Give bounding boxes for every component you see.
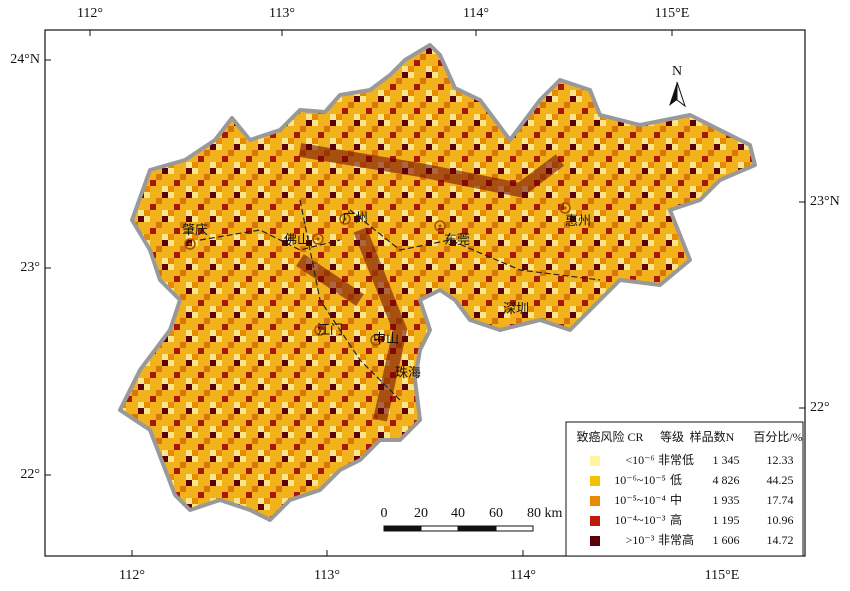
scale-label: 60: [489, 506, 503, 521]
city-label: 惠州: [565, 213, 591, 228]
scale-segment: [457, 525, 497, 532]
city-dot: [318, 328, 322, 332]
city-marker: [559, 202, 571, 214]
city-label: 中山: [373, 331, 399, 346]
bottom-tick-label: 115°E: [705, 568, 740, 583]
city-marker: [184, 238, 196, 250]
top-tick-label: 113°: [269, 6, 295, 21]
bottom-tick-label: 113°: [314, 568, 340, 583]
legend-header: 样品数N: [690, 429, 735, 444]
scale-label: 20: [414, 506, 428, 521]
city-dot: [188, 242, 192, 246]
legend-range: 10⁻⁴~10⁻³: [615, 513, 666, 527]
city-marker: [339, 213, 351, 225]
legend-swatch: [590, 536, 600, 546]
city-dot: [374, 338, 378, 342]
legend-range: 10⁻⁵~10⁻⁴: [614, 493, 666, 507]
city-label: 东莞: [444, 232, 470, 247]
scale-segment: [420, 525, 459, 532]
city-label: 珠海: [395, 365, 421, 380]
legend-percent: 17.74: [767, 493, 794, 507]
scale-segment: [383, 525, 422, 532]
city-label: 佛山: [284, 232, 310, 247]
district-boundary: [199, 199, 601, 401]
right-tick-label: 22°: [810, 400, 830, 415]
scale-label: 40: [451, 506, 465, 521]
legend-box: [565, 421, 804, 557]
region: [118, 43, 757, 522]
north-label: N: [672, 64, 682, 79]
top-tick-label: 114°: [463, 6, 489, 21]
left-tick-label: 24°N: [10, 52, 40, 67]
legend-level: 中: [670, 492, 682, 507]
city-label: 肇庆: [182, 222, 208, 237]
legend-level: 非常高: [658, 532, 694, 547]
city-label: 深圳: [503, 301, 529, 316]
city-label: 广州: [342, 210, 368, 225]
left-tick-label: 23°: [20, 260, 40, 275]
legend-level: 低: [670, 473, 682, 487]
scale-segment: [495, 525, 534, 532]
scale-label: 0: [381, 506, 388, 521]
top-tick-label: 112°: [77, 6, 103, 21]
legend-percent: 10.96: [767, 513, 794, 527]
legend-swatch: [590, 476, 600, 486]
legend-swatch: [590, 496, 600, 506]
city-marker: [312, 233, 324, 245]
bottom-tick-label: 112°: [119, 568, 145, 583]
legend-swatch: [590, 516, 600, 526]
legend-count: 1 935: [713, 493, 740, 507]
left-tick-label: 22°: [20, 467, 40, 482]
legend-count: 1 195: [713, 513, 740, 527]
legend-level: 非常低: [658, 453, 694, 467]
legend-header: 百分比/%: [753, 430, 802, 444]
legend-percent: 12.33: [767, 453, 794, 467]
city-dot: [316, 237, 320, 241]
city-dot: [438, 224, 442, 228]
scale-label: 80 km: [527, 506, 563, 521]
legend-header: 致癌风险 CR: [576, 429, 643, 444]
legend-header: 等级: [660, 430, 684, 444]
city-marker: [370, 334, 382, 346]
high-risk-zone: [296, 143, 565, 422]
right-tick-label: 23°N: [810, 194, 840, 209]
legend-count: 1 606: [713, 533, 740, 547]
legend-level: 高: [670, 512, 682, 527]
city-label: 江门: [317, 322, 343, 337]
legend-count: 4 826: [713, 473, 740, 487]
city-dot: [563, 206, 567, 210]
bottom-tick-label: 114°: [510, 568, 536, 583]
legend-percent: 44.25: [767, 473, 794, 487]
city-dot: [343, 217, 347, 221]
legend-percent: 14.72: [767, 533, 794, 547]
legend-range: 10⁻⁶~10⁻⁵: [614, 473, 666, 487]
top-tick-label: 115°E: [655, 6, 690, 21]
legend-swatch: [590, 456, 600, 466]
north-arrow: N: [669, 64, 686, 108]
legend-range: <10⁻⁶: [625, 453, 654, 467]
legend-range: >10⁻³: [626, 533, 655, 547]
legend-count: 1 345: [713, 453, 740, 467]
city-marker: [434, 220, 446, 232]
city-marker: [314, 324, 326, 336]
